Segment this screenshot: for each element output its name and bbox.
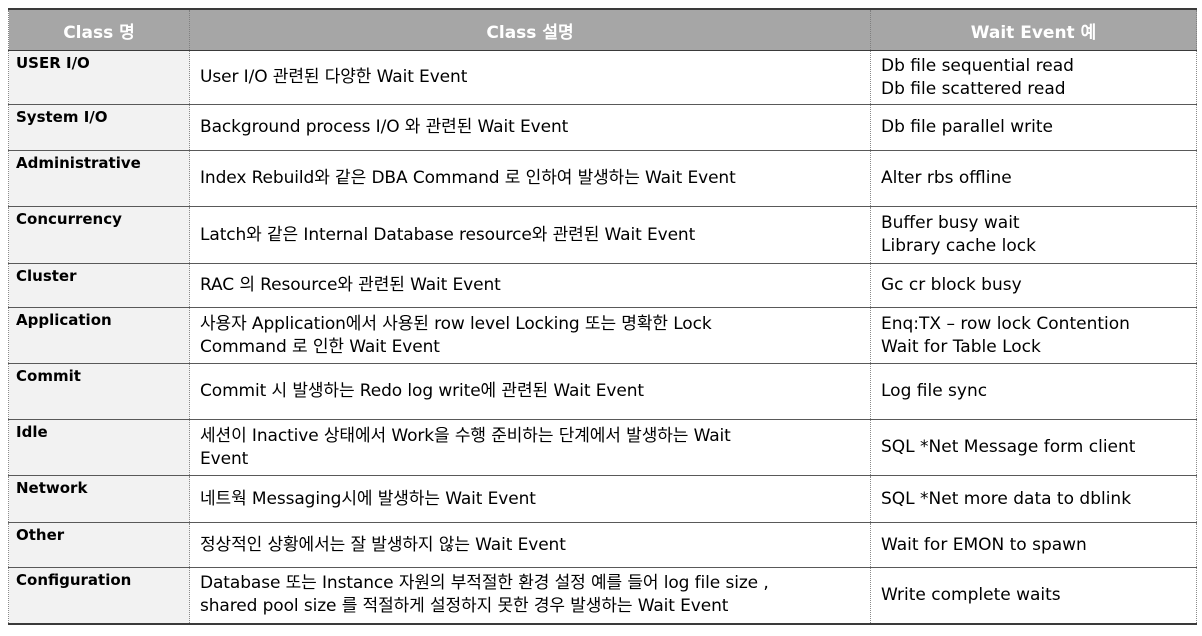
wait-event-class-table: Class 명 Class 설명 Wait Event 예 USER I/O U… <box>8 8 1197 625</box>
class-description-cell: Latch와 같은 Internal Database resource와 관련… <box>189 206 871 264</box>
wait-event-example-cell: Wait for EMON to spawn <box>870 522 1197 568</box>
wait-event-example-cell: Write complete waits <box>870 567 1197 625</box>
class-description-text: 네트웍 Messaging시에 발생하는 Wait Event <box>200 488 536 509</box>
class-description-text: Index Rebuild와 같은 DBA Command 로 인하여 발생하는… <box>200 168 736 188</box>
wait-event-example-text: Db file sequential read Db file scattere… <box>881 55 1074 99</box>
class-name-cell: Concurrency <box>8 206 190 264</box>
class-description-cell: 네트웍 Messaging시에 발생하는 Wait Event <box>189 475 871 523</box>
wait-event-example-cell: Gc cr block busy <box>870 263 1197 308</box>
class-description-cell: Commit 시 발생하는 Redo log write에 관련된 Wait E… <box>189 363 871 420</box>
table-row: System I/O Background process I/O 와 관련된 … <box>8 104 1197 151</box>
class-description-text: Commit 시 발생하는 Redo log write에 관련된 Wait E… <box>200 381 644 401</box>
class-description-cell: Database 또는 Instance 자원의 부적절한 환경 설정 예를 들… <box>189 567 871 625</box>
table-row: Application 사용자 Application에서 사용된 row le… <box>8 307 1197 364</box>
class-description-cell: RAC 의 Resource와 관련된 Wait Event <box>189 263 871 308</box>
wait-event-example-text: Log file sync <box>881 381 988 401</box>
wait-event-example-cell: Db file parallel write <box>870 104 1197 151</box>
class-name-cell: Commit <box>8 363 190 420</box>
class-description-cell: 사용자 Application에서 사용된 row level Locking … <box>189 307 871 364</box>
class-description-cell: User I/O 관련된 다양한 Wait Event <box>189 50 871 105</box>
table-row: Cluster RAC 의 Resource와 관련된 Wait Event G… <box>8 263 1197 308</box>
wait-event-example-cell: Buffer busy wait Library cache lock <box>870 206 1197 264</box>
wait-event-example-cell: SQL *Net Message form client <box>870 419 1197 476</box>
table-header-row: Class 명 Class 설명 Wait Event 예 <box>8 8 1197 51</box>
class-description-text: 사용자 Application에서 사용된 row level Locking … <box>200 313 712 357</box>
class-description-cell: 세션이 Inactive 상태에서 Work을 수행 준비하는 단계에서 발생하… <box>189 419 871 476</box>
table-row: Idle 세션이 Inactive 상태에서 Work을 수행 준비하는 단계에… <box>8 419 1197 476</box>
class-name-cell: Other <box>8 522 190 568</box>
wait-event-example-text: SQL *Net Message form client <box>881 437 1136 457</box>
wait-event-example-text: SQL *Net more data to dblink <box>881 488 1132 509</box>
table-row: Other 정상적인 상황에서는 잘 발생하지 않는 Wait Event Wa… <box>8 522 1197 568</box>
wait-event-example-text: Enq:TX – row lock Contention Wait for Ta… <box>881 313 1130 357</box>
wait-event-example-text: Alter rbs offline <box>881 168 1012 188</box>
wait-event-example-cell: Db file sequential read Db file scattere… <box>870 50 1197 105</box>
table-row: Commit Commit 시 발생하는 Redo log write에 관련된… <box>8 363 1197 420</box>
class-name-cell: USER I/O <box>8 50 190 105</box>
class-description-text: Latch와 같은 Internal Database resource와 관련… <box>200 224 696 245</box>
class-name-cell: Administrative <box>8 150 190 207</box>
class-description-cell: Background process I/O 와 관련된 Wait Event <box>189 104 871 151</box>
table-row: Administrative Index Rebuild와 같은 DBA Com… <box>8 150 1197 207</box>
wait-event-example-text: Db file parallel write <box>881 117 1053 137</box>
table-row: Configuration Database 또는 Instance 자원의 부… <box>8 567 1197 625</box>
class-description-cell: 정상적인 상황에서는 잘 발생하지 않는 Wait Event <box>189 522 871 568</box>
header-class-description: Class 설명 <box>189 8 871 51</box>
class-name-cell: Configuration <box>8 567 190 625</box>
table-row: Network 네트웍 Messaging시에 발생하는 Wait Event … <box>8 475 1197 523</box>
header-class-name: Class 명 <box>8 8 190 51</box>
wait-event-example-text: Write complete waits <box>881 584 1061 605</box>
class-name-cell: Cluster <box>8 263 190 308</box>
class-description-text: Database 또는 Instance 자원의 부적절한 환경 설정 예를 들… <box>200 573 769 617</box>
class-description-text: Background process I/O 와 관련된 Wait Event <box>200 117 569 137</box>
class-name-cell: System I/O <box>8 104 190 151</box>
wait-event-example-cell: SQL *Net more data to dblink <box>870 475 1197 523</box>
wait-event-example-cell: Enq:TX – row lock Contention Wait for Ta… <box>870 307 1197 364</box>
header-wait-event-example: Wait Event 예 <box>870 8 1197 51</box>
wait-event-example-text: Wait for EMON to spawn <box>881 534 1087 555</box>
table-row: USER I/O User I/O 관련된 다양한 Wait Event Db … <box>8 50 1197 105</box>
wait-event-example-text: Buffer busy wait Library cache lock <box>881 213 1036 256</box>
wait-event-example-text: Gc cr block busy <box>881 275 1022 295</box>
class-description-text: 정상적인 상황에서는 잘 발생하지 않는 Wait Event <box>200 534 566 555</box>
class-description-text: RAC 의 Resource와 관련된 Wait Event <box>200 275 501 295</box>
table-row: Concurrency Latch와 같은 Internal Database … <box>8 206 1197 264</box>
class-name-cell: Idle <box>8 419 190 476</box>
wait-event-example-cell: Alter rbs offline <box>870 150 1197 207</box>
class-description-cell: Index Rebuild와 같은 DBA Command 로 인하여 발생하는… <box>189 150 871 207</box>
class-description-text: User I/O 관련된 다양한 Wait Event <box>200 67 468 87</box>
class-name-cell: Network <box>8 475 190 523</box>
wait-event-example-cell: Log file sync <box>870 363 1197 420</box>
class-description-text: 세션이 Inactive 상태에서 Work을 수행 준비하는 단계에서 발생하… <box>200 425 731 469</box>
class-name-cell: Application <box>8 307 190 364</box>
